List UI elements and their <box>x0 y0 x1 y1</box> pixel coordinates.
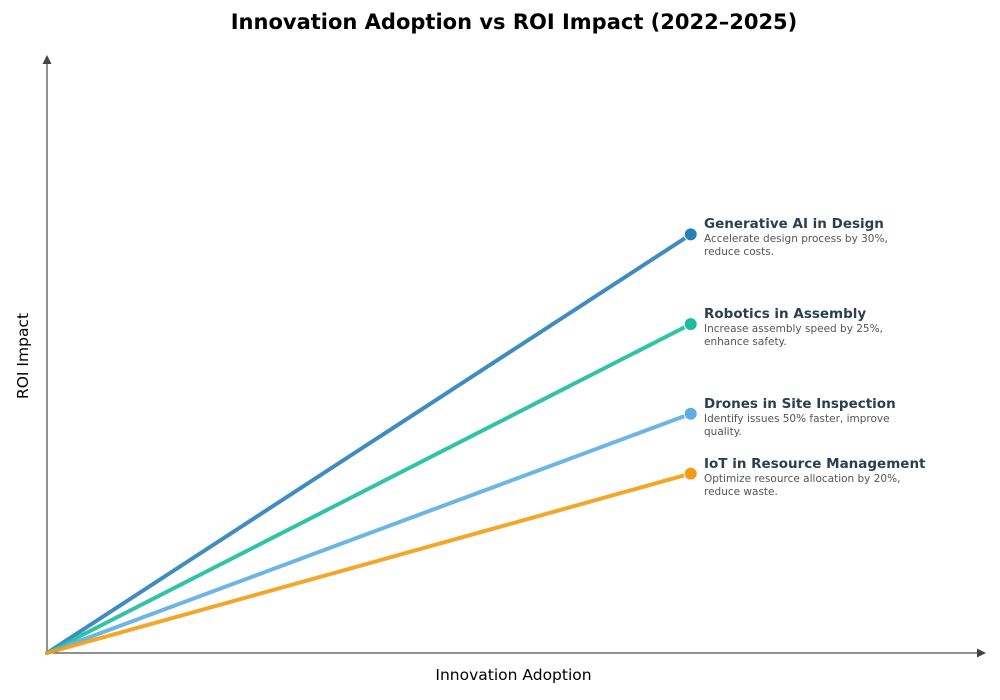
series-description: Accelerate design process by 30%, reduce… <box>704 233 888 259</box>
series-endpoint-marker <box>683 317 698 332</box>
series-line <box>45 232 693 655</box>
x-axis-arrow-icon <box>977 648 986 658</box>
series-label: Drones in Site Inspection <box>704 395 896 412</box>
series-line <box>45 471 693 655</box>
series-endpoint-marker <box>683 227 698 242</box>
series-annotation: Generative AI in Design Accelerate design… <box>704 216 909 259</box>
series-label: Robotics in Assembly <box>704 306 867 323</box>
x-axis-label: Innovation Adoption <box>435 666 592 684</box>
series-description: Optimize resource allocation by 20%, red… <box>704 472 901 498</box>
series-label: Generative AI in Design <box>704 216 884 233</box>
series-line <box>45 322 693 655</box>
series-annotation: IoT in Resource Management Optimize resou… <box>704 456 926 499</box>
series-annotation: Drones in Site Inspection Identify issues… <box>704 396 909 439</box>
y-axis-arrow-icon <box>42 55 52 64</box>
series-label: IoT in Resource Management <box>704 455 926 472</box>
series-description: Identify issues 50% faster, improve qual… <box>704 412 890 438</box>
series-endpoint-marker <box>683 406 698 421</box>
series-annotation: Robotics in Assembly Increase assembly sp… <box>704 306 909 349</box>
series-description: Increase assembly speed by 25%, enhance … <box>704 323 883 349</box>
chart-title: Innovation Adoption vs ROI Impact (2022–… <box>230 10 798 34</box>
series-line <box>45 411 693 655</box>
series-endpoint-marker <box>683 466 698 481</box>
